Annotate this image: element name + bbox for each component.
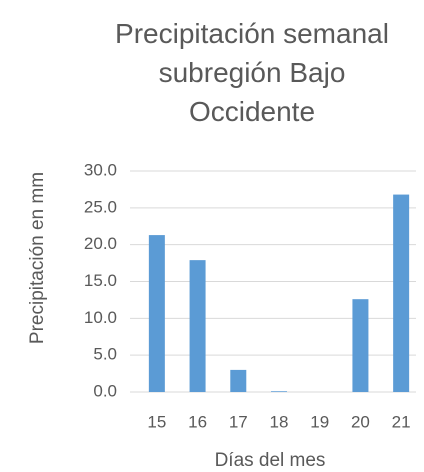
bar: [271, 391, 287, 392]
x-axis-label: Días del mes: [215, 450, 326, 471]
y-tick-label: 0.0: [93, 381, 117, 400]
bar: [393, 194, 410, 392]
x-tick-label: 19: [310, 412, 329, 431]
y-axis-label: Precipitación en mm: [27, 172, 48, 344]
x-tick-label: 17: [229, 412, 248, 431]
y-tick-label: 20.0: [84, 234, 117, 253]
x-tick-label: 21: [392, 412, 411, 431]
bar: [148, 235, 165, 392]
x-tick-label: 18: [270, 412, 289, 431]
x-tick-label: 16: [188, 412, 207, 431]
bar: [189, 260, 206, 392]
x-tick-label: 20: [351, 412, 370, 431]
bar: [352, 299, 369, 392]
chart-title: Precipitación semanal subregión Bajo Occ…: [115, 18, 389, 127]
bar: [230, 369, 247, 392]
y-tick-label: 5.0: [93, 345, 117, 364]
y-tick-label: 30.0: [84, 160, 117, 179]
y-tick-label: 10.0: [84, 308, 117, 327]
y-tick-label: 15.0: [84, 271, 117, 290]
x-tick-label: 15: [147, 412, 166, 431]
y-tick-label: 25.0: [84, 197, 117, 216]
